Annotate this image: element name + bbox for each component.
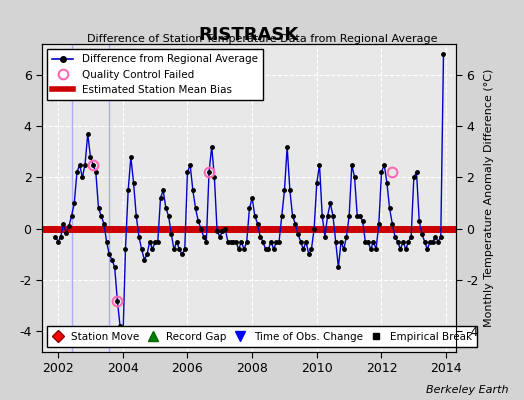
Text: Difference of Station Temperature Data from Regional Average: Difference of Station Temperature Data f… [87, 34, 437, 44]
Y-axis label: Monthly Temperature Anomaly Difference (°C): Monthly Temperature Anomaly Difference (… [484, 69, 494, 327]
Legend: Station Move, Record Gap, Time of Obs. Change, Empirical Break: Station Move, Record Gap, Time of Obs. C… [47, 326, 477, 347]
Text: Berkeley Earth: Berkeley Earth [426, 385, 508, 395]
Title: RISTRASK: RISTRASK [199, 26, 299, 44]
